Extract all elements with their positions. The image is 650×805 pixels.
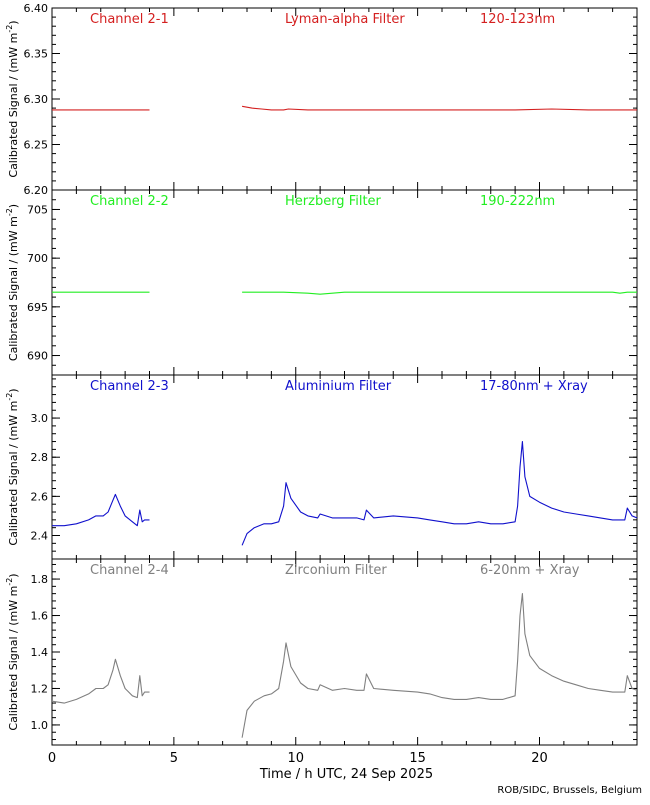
y-axis-label-close: ) xyxy=(7,388,20,392)
filter-label: Lyman-alpha Filter xyxy=(285,12,405,27)
y-axis-label: Calibrated Signal / (mW m-2) xyxy=(5,388,20,545)
filter-label: Zirconium Filter xyxy=(285,563,387,578)
y-tick-label: 1.4 xyxy=(31,646,49,659)
y-tick-label: 6.20 xyxy=(24,184,49,197)
x-tick-label: 10 xyxy=(287,751,304,766)
y-axis-label-text: Calibrated Signal / (mW m xyxy=(7,33,20,178)
y-tick-label: 1.0 xyxy=(31,719,49,732)
band-label: 120-123nm xyxy=(480,12,555,27)
series-line xyxy=(242,105,637,111)
y-axis-label-text: Calibrated Signal / (mW m xyxy=(7,586,20,731)
filter-label: Aluminium Filter xyxy=(285,379,392,394)
channel-label: Channel 2-2 xyxy=(90,194,169,209)
y-axis-label: Calibrated Signal / (mW m-2) xyxy=(5,573,20,730)
series-line xyxy=(242,291,637,295)
channel-label: Channel 2-4 xyxy=(90,563,169,578)
y-tick-label: 695 xyxy=(27,301,48,314)
y-tick-label: 6.35 xyxy=(24,48,49,61)
x-tick-label: 0 xyxy=(48,751,56,766)
series-line xyxy=(52,493,150,527)
y-tick-label: 6.40 xyxy=(24,2,49,15)
x-tick-label: 20 xyxy=(531,751,548,766)
panel-frame xyxy=(51,7,638,191)
y-axis-label-text: Calibrated Signal / (mW m xyxy=(7,216,20,361)
y-axis-label-exponent: -2 xyxy=(5,578,14,586)
y-tick-label: 1.8 xyxy=(31,573,49,586)
series-line xyxy=(241,593,638,738)
filter-label: Herzberg Filter xyxy=(285,194,382,209)
band-label: 6-20nm + Xray xyxy=(480,563,580,578)
panel-frame xyxy=(51,189,638,376)
y-tick-label: 705 xyxy=(27,203,48,216)
y-axis-label: Calibrated Signal / (mW m-2) xyxy=(5,20,20,177)
y-tick-label: 6.25 xyxy=(24,139,49,152)
y-tick-label: 6.30 xyxy=(24,93,49,106)
channel-label: Channel 2-1 xyxy=(90,12,169,27)
y-axis-label-close: ) xyxy=(7,204,20,208)
channel-label: Channel 2-3 xyxy=(90,379,169,394)
series-line xyxy=(241,441,638,546)
panel-frame xyxy=(51,374,638,560)
y-axis-label-close: ) xyxy=(7,20,20,24)
y-tick-label: 700 xyxy=(27,252,48,265)
y-axis-label: Calibrated Signal / (mW m-2) xyxy=(5,204,20,361)
x-tick-label: 15 xyxy=(409,751,426,766)
y-tick-label: 3.0 xyxy=(31,412,49,425)
y-tick-label: 1.2 xyxy=(31,682,49,695)
y-axis-label-text: Calibrated Signal / (mW m xyxy=(7,401,20,546)
y-tick-label: 2.6 xyxy=(31,490,49,503)
credit-footer: ROB/SIDC, Brussels, Belgium xyxy=(497,785,642,796)
x-axis-label: Time / h UTC, 24 Sep 2025 xyxy=(259,767,433,782)
y-axis-label-exponent: -2 xyxy=(5,393,14,401)
y-axis-label-close: ) xyxy=(7,573,20,577)
band-label: 17-80nm + Xray xyxy=(480,379,588,394)
y-tick-label: 1.6 xyxy=(31,610,49,623)
y-tick-label: 2.4 xyxy=(31,530,49,543)
panel-frame xyxy=(51,558,638,746)
series-line xyxy=(51,658,150,704)
y-axis-label-exponent: -2 xyxy=(5,25,14,33)
y-axis-label-exponent: -2 xyxy=(5,208,14,216)
y-tick-label: 690 xyxy=(27,350,48,363)
x-tick-label: 5 xyxy=(170,751,178,766)
band-label: 190-222nm xyxy=(480,194,555,209)
y-tick-label: 2.8 xyxy=(31,451,49,464)
